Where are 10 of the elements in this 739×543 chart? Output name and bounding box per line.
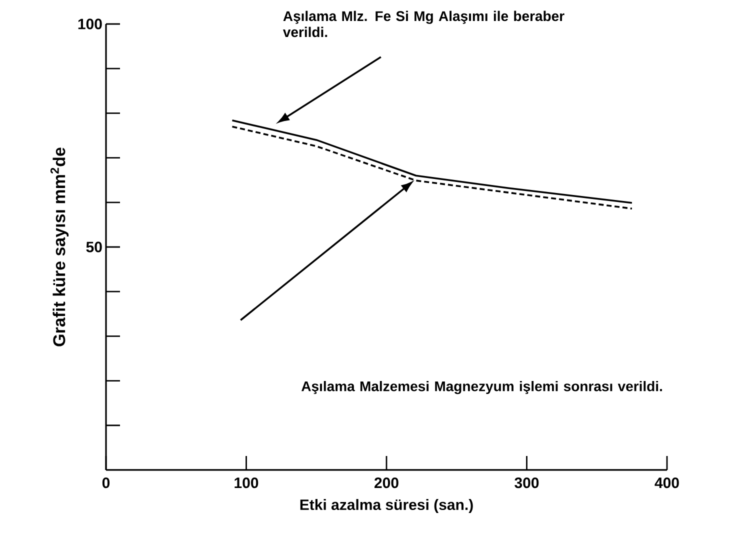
x-tick-label: 200 (374, 478, 398, 488)
y-axis-title: Grafit küre sayısı mm$^{2}$de (50, 148, 69, 346)
x-tick-label: 300 (514, 478, 539, 488)
y-tick-label: 50 (86, 242, 102, 252)
x-tick-label: 0 (102, 478, 110, 488)
x-tick-label: 100 (234, 478, 258, 488)
x-tick-label: 400 (654, 478, 679, 488)
x-axis-title: Etki azalma süresi (san.) (300, 499, 473, 513)
annotation: Aşılama Mlz. Fe Si Mg Alaşımı ile beraber verildi. (282, 10, 564, 38)
annotation: Aşılama Malzemesi Magnezyum işlemi sonrası verildi. (301, 380, 662, 394)
